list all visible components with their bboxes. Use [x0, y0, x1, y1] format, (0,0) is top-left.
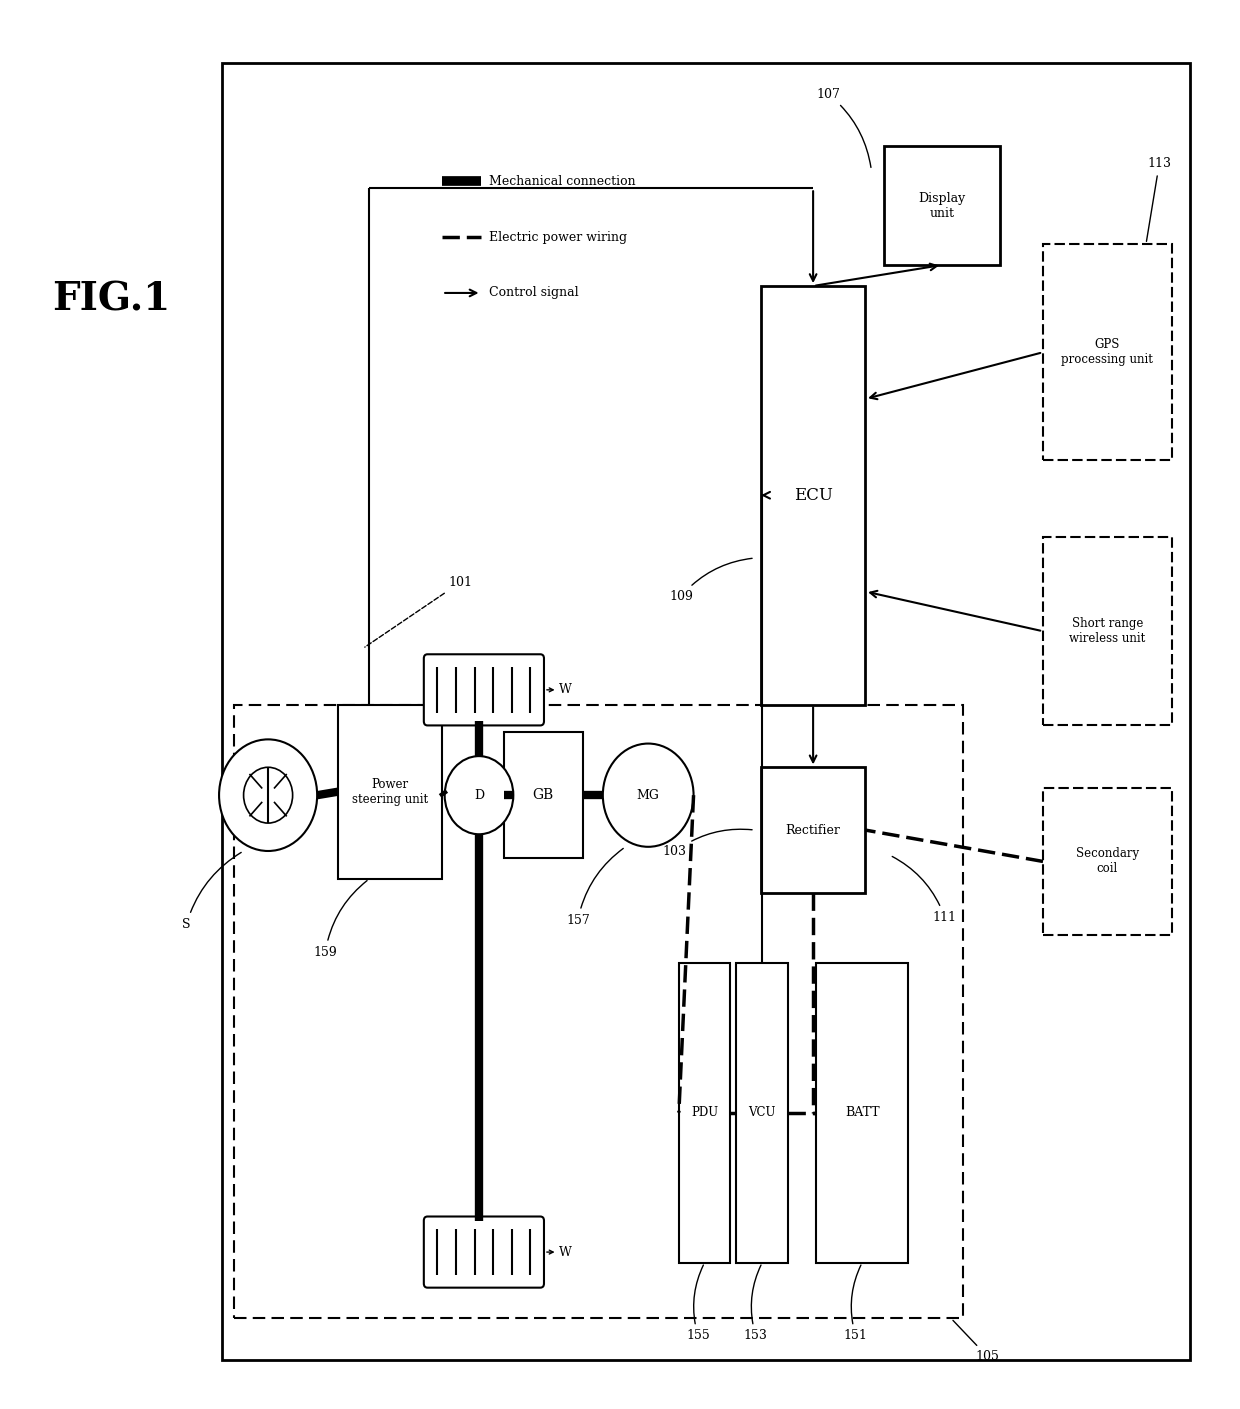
- Text: 107: 107: [816, 87, 870, 168]
- Text: 113: 113: [1147, 158, 1172, 241]
- Bar: [1043, 244, 1172, 461]
- Text: Power
steering unit: Power steering unit: [352, 778, 428, 806]
- Text: Control signal: Control signal: [489, 286, 578, 300]
- Text: PDU: PDU: [691, 1106, 718, 1119]
- Bar: [761, 286, 866, 704]
- Text: MG: MG: [637, 789, 660, 802]
- Text: 109: 109: [670, 558, 753, 603]
- Text: Rectifier: Rectifier: [786, 823, 841, 837]
- Text: Display
unit: Display unit: [919, 192, 966, 220]
- Text: GPS
processing unit: GPS processing unit: [1061, 338, 1153, 366]
- Bar: [1043, 788, 1172, 934]
- Text: Mechanical connection: Mechanical connection: [489, 175, 635, 187]
- Text: 103: 103: [663, 830, 753, 858]
- Bar: [339, 704, 443, 879]
- Bar: [222, 63, 1190, 1360]
- Text: FIG.1: FIG.1: [52, 280, 170, 318]
- Circle shape: [603, 744, 693, 847]
- Bar: [816, 962, 908, 1262]
- Text: VCU: VCU: [749, 1106, 776, 1119]
- Text: GB: GB: [533, 788, 554, 802]
- Text: 111: 111: [893, 857, 956, 924]
- Text: W: W: [559, 1246, 572, 1258]
- Bar: [761, 768, 866, 893]
- Text: ECU: ECU: [794, 486, 832, 504]
- Text: 159: 159: [314, 881, 367, 958]
- FancyBboxPatch shape: [424, 1216, 544, 1288]
- FancyBboxPatch shape: [424, 654, 544, 726]
- Bar: [884, 147, 1001, 265]
- Bar: [234, 704, 963, 1319]
- Bar: [1043, 537, 1172, 726]
- Text: S: S: [182, 852, 242, 931]
- Text: Short range
wireless unit: Short range wireless unit: [1069, 617, 1146, 645]
- Text: 153: 153: [744, 1265, 768, 1343]
- Text: 151: 151: [843, 1265, 868, 1343]
- Circle shape: [219, 740, 317, 851]
- Text: 157: 157: [565, 848, 624, 927]
- Text: Secondary
coil: Secondary coil: [1076, 847, 1140, 875]
- Text: D: D: [474, 789, 484, 802]
- Text: 105: 105: [954, 1320, 999, 1363]
- Circle shape: [445, 757, 513, 834]
- Text: BATT: BATT: [844, 1106, 879, 1119]
- Bar: [503, 733, 583, 858]
- Text: W: W: [559, 683, 572, 696]
- Text: 155: 155: [686, 1265, 711, 1343]
- Bar: [737, 962, 787, 1262]
- Circle shape: [243, 768, 293, 823]
- Text: 101: 101: [365, 576, 472, 647]
- Text: Electric power wiring: Electric power wiring: [489, 231, 627, 244]
- Bar: [678, 962, 730, 1262]
